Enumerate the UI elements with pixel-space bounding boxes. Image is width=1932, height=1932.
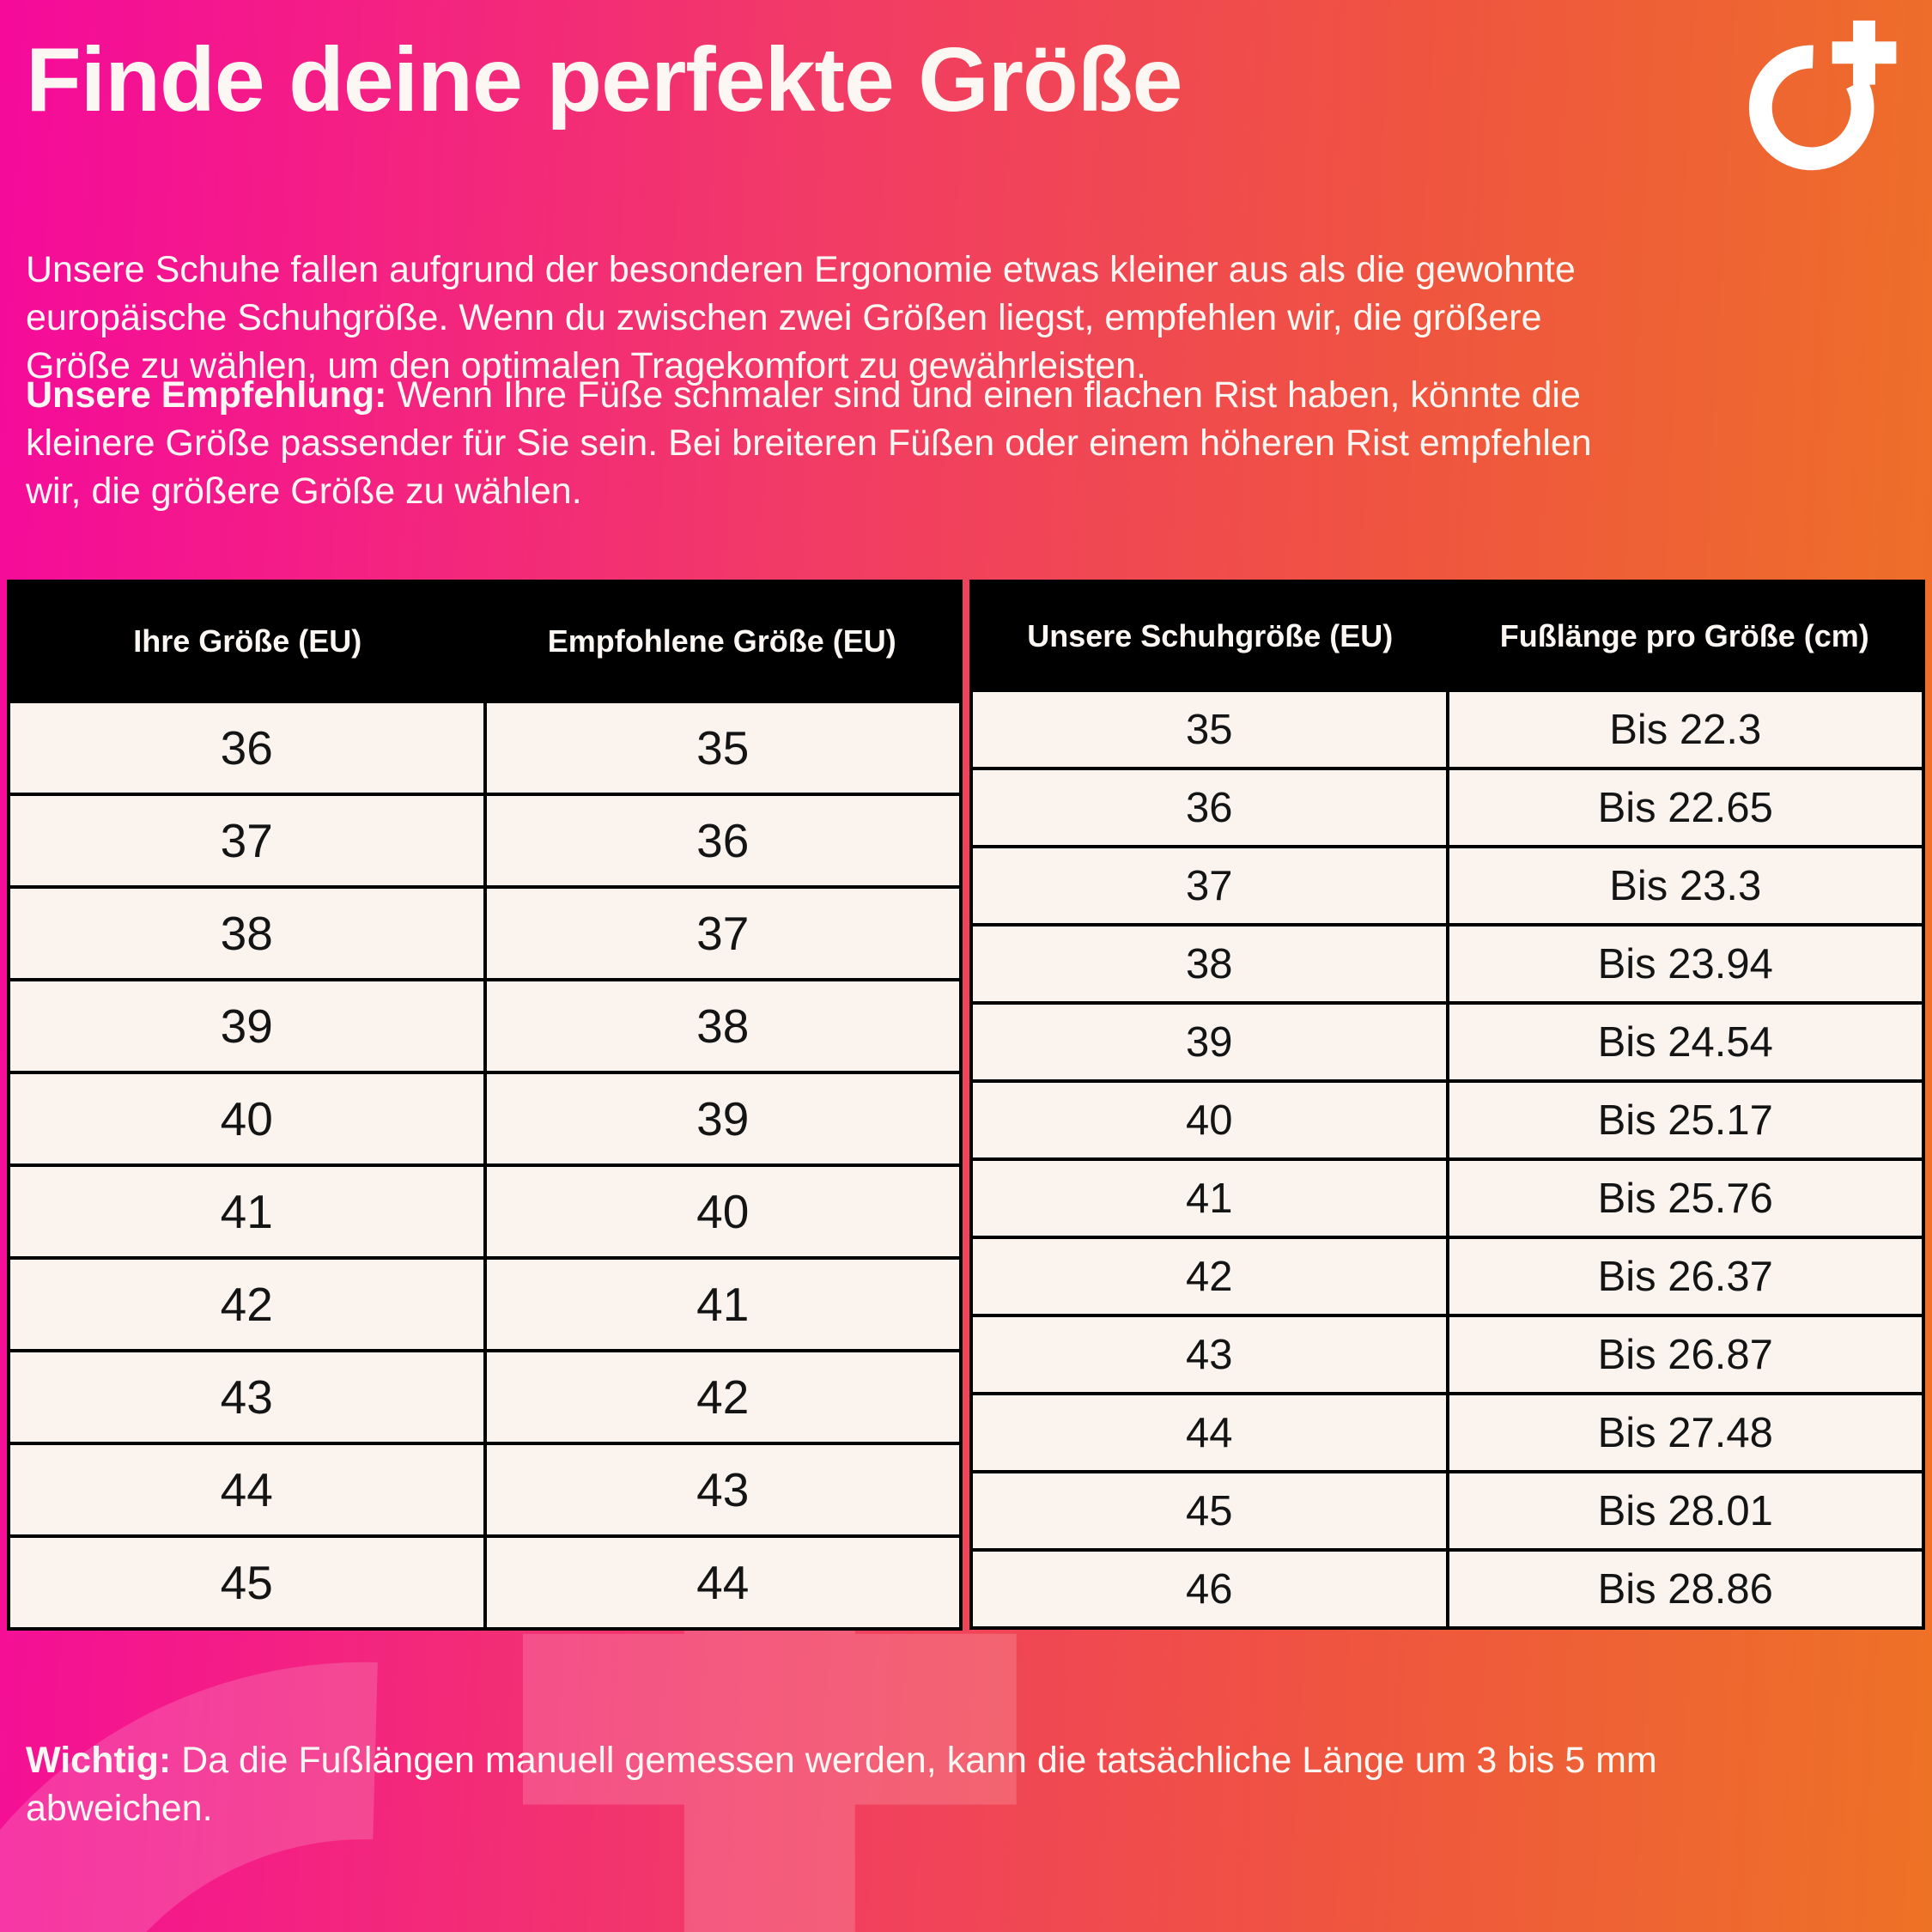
table-cell: Bis 26.37 (1449, 1239, 1922, 1314)
intro-text: Unsere Schuhe fallen aufgrund der besond… (26, 249, 1576, 386)
disclaimer-text: Da die Fußlängen manuell gemessen werden… (26, 1740, 1657, 1829)
size-mapping-header-row: Ihre Größe (EU) Empfohlene Größe (EU) (10, 583, 959, 700)
disclaimer-lead: Wichtig: (26, 1740, 172, 1781)
table-cell: 37 (486, 889, 959, 978)
column-header-foot-length: Fußlänge pro Größe (cm) (1499, 617, 1869, 653)
size-mapping-table: Ihre Größe (EU) Empfohlene Größe (EU) 36… (7, 580, 963, 1631)
table-row: 45 Bis 28.01 (973, 1473, 1922, 1548)
column-header-recommended-size: Empfohlene Größe (EU) (547, 623, 896, 659)
table-cell: 46 (973, 1552, 1446, 1626)
table-cell: Bis 27.48 (1449, 1395, 1922, 1470)
table-cell: Bis 22.65 (1449, 770, 1922, 845)
table-cell: 37 (10, 796, 483, 885)
table-cell: 45 (973, 1473, 1446, 1548)
table-cell: 36 (973, 770, 1446, 845)
table-row: 41 40 (10, 1167, 959, 1256)
column-header-your-size: Ihre Größe (EU) (133, 623, 362, 659)
table-cell: 40 (486, 1167, 959, 1256)
table-cell: 43 (973, 1317, 1446, 1392)
table-cell: 44 (486, 1538, 959, 1627)
table-cell: Bis 28.86 (1449, 1552, 1922, 1626)
table-row: 44 Bis 27.48 (973, 1395, 1922, 1470)
table-cell: Bis 23.3 (1449, 848, 1922, 923)
table-row: 45 44 (10, 1538, 959, 1627)
table-row: 46 Bis 28.86 (973, 1552, 1922, 1626)
foot-length-table: Unsere Schuhgröße (EU) Fußlänge pro Größ… (969, 580, 1925, 1630)
intro-paragraph: Unsere Schuhe fallen aufgrund der besond… (26, 197, 1898, 390)
table-cell: 45 (10, 1538, 483, 1627)
disclaimer-note: Wichtig: Da die Fußlängen manuell gemess… (26, 1736, 1898, 1832)
foot-length-header-row: Unsere Schuhgröße (EU) Fußlänge pro Größ… (973, 583, 1922, 689)
table-cell: Bis 24.54 (1449, 1005, 1922, 1079)
circle-plus-logo-icon (1747, 19, 1904, 175)
table-cell: 41 (973, 1161, 1446, 1236)
table-row: 36 35 (10, 703, 959, 793)
recommendation-paragraph: Unsere Empfehlung: Wenn Ihre Füße schmal… (26, 371, 1898, 515)
table-cell: Bis 25.17 (1449, 1083, 1922, 1157)
table-cell: 42 (486, 1352, 959, 1442)
table-cell: 41 (486, 1260, 959, 1349)
table-cell: 39 (486, 1074, 959, 1163)
table-cell: 42 (973, 1239, 1446, 1314)
table-cell: 39 (973, 1005, 1446, 1079)
table-cell: 44 (10, 1445, 483, 1534)
table-row: 40 39 (10, 1074, 959, 1163)
table-row: 38 37 (10, 889, 959, 978)
table-cell: 40 (10, 1074, 483, 1163)
table-cell: Bis 25.76 (1449, 1161, 1922, 1236)
table-cell: 43 (486, 1445, 959, 1534)
table-cell: 44 (973, 1395, 1446, 1470)
size-tables-row: Ihre Größe (EU) Empfohlene Größe (EU) 36… (7, 580, 1925, 1631)
table-cell: Bis 22.3 (1449, 692, 1922, 767)
table-cell: 43 (10, 1352, 483, 1442)
table-row: 42 Bis 26.37 (973, 1239, 1922, 1314)
table-cell: Bis 23.94 (1449, 927, 1922, 1001)
table-row: 37 36 (10, 796, 959, 885)
table-cell: 37 (973, 848, 1446, 923)
recommendation-lead: Unsere Empfehlung: (26, 374, 387, 416)
table-row: 43 42 (10, 1352, 959, 1442)
table-cell: 41 (10, 1167, 483, 1256)
size-mapping-table-body: 36 35 37 36 38 37 39 38 40 39 41 40 42 41 43 42 44 43 45 44 (10, 703, 959, 1627)
table-row: 40 Bis 25.17 (973, 1083, 1922, 1157)
table-row: 44 43 (10, 1445, 959, 1534)
table-row: 41 Bis 25.76 (973, 1161, 1922, 1236)
table-row: 38 Bis 23.94 (973, 927, 1922, 1001)
table-row: 36 Bis 22.65 (973, 770, 1922, 845)
table-row: 42 41 (10, 1260, 959, 1349)
table-row: 35 Bis 22.3 (973, 692, 1922, 767)
table-cell: 35 (486, 703, 959, 793)
table-row: 39 38 (10, 981, 959, 1071)
table-cell: 38 (10, 889, 483, 978)
table-row: 43 Bis 26.87 (973, 1317, 1922, 1392)
table-cell: 38 (973, 927, 1446, 1001)
table-cell: Bis 28.01 (1449, 1473, 1922, 1548)
table-cell: 35 (973, 692, 1446, 767)
table-row: 37 Bis 23.3 (973, 848, 1922, 923)
table-row: 39 Bis 24.54 (973, 1005, 1922, 1079)
table-cell: 38 (486, 981, 959, 1071)
table-cell: 39 (10, 981, 483, 1071)
table-cell: 42 (10, 1260, 483, 1349)
recommendation-text: Wenn Ihre Füße schmaler sind und einen f… (26, 374, 1592, 512)
page-title: Finde deine perfekte Größe (26, 29, 1182, 131)
table-cell: Bis 26.87 (1449, 1317, 1922, 1392)
table-cell: 36 (486, 796, 959, 885)
table-cell: 36 (10, 703, 483, 793)
column-header-our-shoe-size: Unsere Schuhgröße (EU) (1027, 617, 1394, 653)
table-cell: 40 (973, 1083, 1446, 1157)
foot-length-table-body: 35 Bis 22.3 36 Bis 22.65 37 Bis 23.3 38 Bis 23.… (973, 692, 1922, 1626)
